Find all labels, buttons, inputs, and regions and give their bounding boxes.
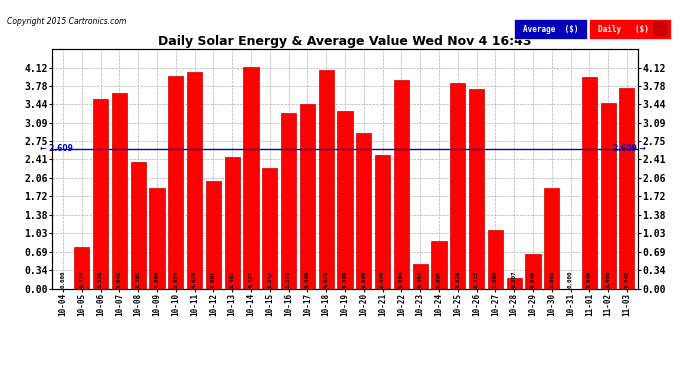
Bar bbox=[620, 88, 635, 289]
Bar bbox=[488, 230, 503, 289]
Bar bbox=[526, 254, 540, 289]
Bar bbox=[394, 80, 409, 289]
Bar bbox=[187, 72, 202, 289]
Text: 3.828: 3.828 bbox=[455, 270, 460, 288]
Text: 3.528: 3.528 bbox=[98, 270, 103, 288]
Bar bbox=[469, 89, 484, 289]
Text: 0.895: 0.895 bbox=[437, 270, 442, 288]
Text: 0.648: 0.648 bbox=[531, 270, 535, 288]
Text: 2.496: 2.496 bbox=[380, 270, 385, 288]
Text: 0.207: 0.207 bbox=[512, 270, 517, 288]
Text: 0.000: 0.000 bbox=[61, 270, 66, 288]
Bar bbox=[431, 241, 446, 289]
Text: Copyright 2015 Cartronics.com: Copyright 2015 Cartronics.com bbox=[7, 17, 126, 26]
Bar bbox=[319, 70, 334, 289]
Bar bbox=[75, 247, 89, 289]
Text: 2.242: 2.242 bbox=[267, 270, 273, 288]
Bar bbox=[544, 188, 560, 289]
Text: 2.609 →: 2.609 → bbox=[613, 144, 646, 153]
Bar bbox=[413, 264, 428, 289]
Bar bbox=[337, 111, 353, 289]
Text: 3.948: 3.948 bbox=[587, 270, 592, 288]
Bar bbox=[206, 182, 221, 289]
Text: 0.774: 0.774 bbox=[79, 270, 84, 288]
Bar bbox=[168, 76, 184, 289]
Text: 3.742: 3.742 bbox=[624, 270, 629, 288]
Bar bbox=[375, 155, 390, 289]
Text: 1.098: 1.098 bbox=[493, 270, 498, 288]
Text: 3.460: 3.460 bbox=[606, 270, 611, 288]
Bar bbox=[582, 77, 597, 289]
Text: 3.309: 3.309 bbox=[342, 270, 348, 288]
Bar bbox=[130, 162, 146, 289]
Text: 2.462: 2.462 bbox=[230, 270, 235, 288]
Text: 3.449: 3.449 bbox=[305, 270, 310, 288]
Bar bbox=[244, 67, 259, 289]
Bar bbox=[506, 278, 522, 289]
Bar bbox=[281, 113, 296, 289]
Text: Average  ($): Average ($) bbox=[522, 25, 578, 34]
Text: 0.000: 0.000 bbox=[568, 270, 573, 288]
Text: 2.365: 2.365 bbox=[136, 270, 141, 288]
Text: 4.029: 4.029 bbox=[192, 270, 197, 288]
Text: 2.908: 2.908 bbox=[362, 270, 366, 288]
Bar bbox=[93, 99, 108, 289]
Text: ← 2.609: ← 2.609 bbox=[41, 144, 73, 153]
Text: 2.001: 2.001 bbox=[211, 270, 216, 288]
Text: 0.467: 0.467 bbox=[417, 270, 423, 288]
Text: 4.071: 4.071 bbox=[324, 270, 328, 288]
Text: 3.954: 3.954 bbox=[173, 270, 178, 288]
Bar bbox=[601, 103, 615, 289]
Text: 3.277: 3.277 bbox=[286, 270, 291, 288]
Bar bbox=[300, 104, 315, 289]
Bar bbox=[150, 189, 164, 289]
Bar bbox=[262, 168, 277, 289]
Text: Daily   ($): Daily ($) bbox=[598, 25, 649, 34]
Text: 4.125: 4.125 bbox=[248, 270, 253, 288]
Text: 3.894: 3.894 bbox=[399, 270, 404, 288]
Text: 1.881: 1.881 bbox=[549, 270, 554, 288]
Text: 1.868: 1.868 bbox=[155, 270, 159, 288]
Bar bbox=[451, 83, 465, 289]
Title: Daily Solar Energy & Average Value Wed Nov 4 16:43: Daily Solar Energy & Average Value Wed N… bbox=[158, 34, 532, 48]
Text: 3.715: 3.715 bbox=[474, 270, 479, 288]
Bar bbox=[112, 93, 127, 289]
Text: 3.641: 3.641 bbox=[117, 270, 122, 288]
Bar bbox=[225, 156, 239, 289]
Bar bbox=[356, 133, 371, 289]
